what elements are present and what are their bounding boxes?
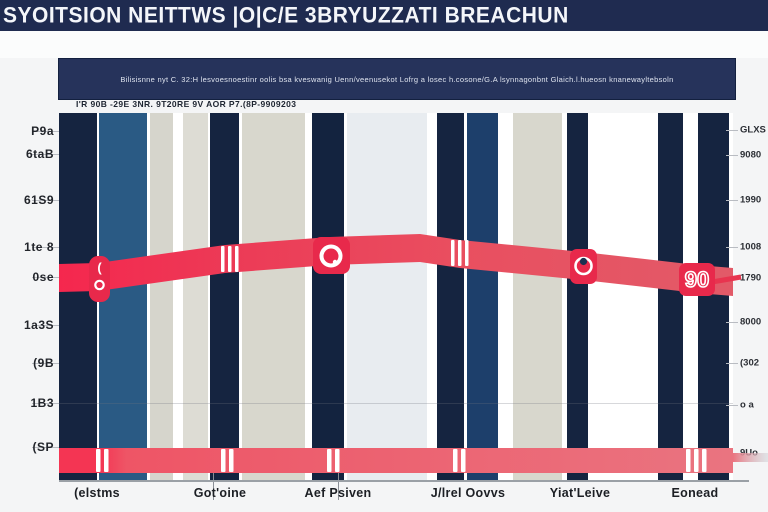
x-axis-label: Aef Psiven xyxy=(304,486,372,500)
header-gap xyxy=(0,31,768,58)
background-bar xyxy=(513,113,562,480)
x-axis-label: (elstms xyxy=(74,486,120,500)
x-tick xyxy=(213,455,214,500)
y-axis-label-left: (SP xyxy=(32,440,54,454)
right-tick xyxy=(726,130,738,131)
background-bar xyxy=(658,113,683,480)
y-axis-label-left: 1a3S xyxy=(23,318,54,332)
background-bar xyxy=(347,113,427,480)
right-tick xyxy=(726,405,738,406)
right-tick xyxy=(726,278,738,279)
y-axis-label-right: 1990 xyxy=(740,194,762,206)
background-bar xyxy=(437,113,464,480)
gridline xyxy=(59,403,733,404)
left-tick xyxy=(32,363,59,364)
left-tick xyxy=(32,325,59,326)
background-bar xyxy=(242,113,305,480)
left-tick xyxy=(32,277,59,278)
right-tick xyxy=(726,200,738,201)
right-tick xyxy=(726,247,738,248)
meta-caption: I'R 90B -29E 3NR. 9T20RE 9V AOR P7.(8P-9… xyxy=(76,99,297,109)
left-tick xyxy=(32,154,59,155)
y-axis-label-left: 0se xyxy=(32,270,54,284)
y-axis-label-right: 1790 xyxy=(740,272,762,284)
background-bar xyxy=(210,113,239,480)
x-axis-label: J/lrel Oovvs xyxy=(430,486,506,500)
left-tick xyxy=(32,447,59,448)
x-axis-label: Got'oine xyxy=(193,486,247,500)
y-axis-label-right: 8000 xyxy=(740,316,762,328)
left-tick xyxy=(32,131,59,132)
y-axis-label-right: (302 xyxy=(740,357,760,369)
background-bar xyxy=(567,113,588,480)
subtitle-text: Bilisisnne nyt C. 32:H lesvoesnoestinr o… xyxy=(120,74,674,84)
x-tick xyxy=(338,455,339,500)
x-axis-label: Yiat'Leive xyxy=(549,486,611,500)
y-axis-label-left: 1B3 xyxy=(30,396,54,410)
y-axis-label-right: GLXS xyxy=(740,124,766,136)
right-tick xyxy=(726,363,738,364)
x-axis-line xyxy=(59,480,749,482)
right-tick xyxy=(726,322,738,323)
y-axis-label-left: 61S9 xyxy=(23,193,54,207)
left-tick xyxy=(32,247,59,248)
y-axis-label-right: o a xyxy=(740,399,754,411)
right-tick xyxy=(726,453,738,454)
background-bar xyxy=(467,113,498,480)
left-tick xyxy=(32,200,59,201)
page-title: SYOITSION NEITTWS |O|C/E 3BRYUZZATI BREA… xyxy=(3,2,569,28)
y-axis-label-left: 1te 8 xyxy=(24,240,54,254)
x-axis-label: Eonead xyxy=(671,486,719,500)
background-bar xyxy=(59,113,97,480)
y-axis-label-right: 9Uo xyxy=(740,447,758,459)
y-axis-label-left: (9B xyxy=(33,356,54,370)
right-tick xyxy=(726,155,738,156)
y-axis-label-right: 1008 xyxy=(740,241,762,253)
subtitle-banner: Bilisisnne nyt C. 32:H lesvoesnoestinr o… xyxy=(58,58,736,100)
background-bar xyxy=(312,113,344,480)
background-bar xyxy=(99,113,147,480)
background-bar xyxy=(698,113,729,480)
y-axis-label-left: 6taB xyxy=(25,147,54,161)
background-bar xyxy=(150,113,173,480)
background-bar xyxy=(183,113,208,480)
y-axis-label-right: 9080 xyxy=(740,149,762,161)
title-bar: SYOITSION NEITTWS |O|C/E 3BRYUZZATI BREA… xyxy=(0,0,768,31)
y-axis-label-left: P9a xyxy=(31,124,54,138)
left-tick xyxy=(32,403,59,404)
